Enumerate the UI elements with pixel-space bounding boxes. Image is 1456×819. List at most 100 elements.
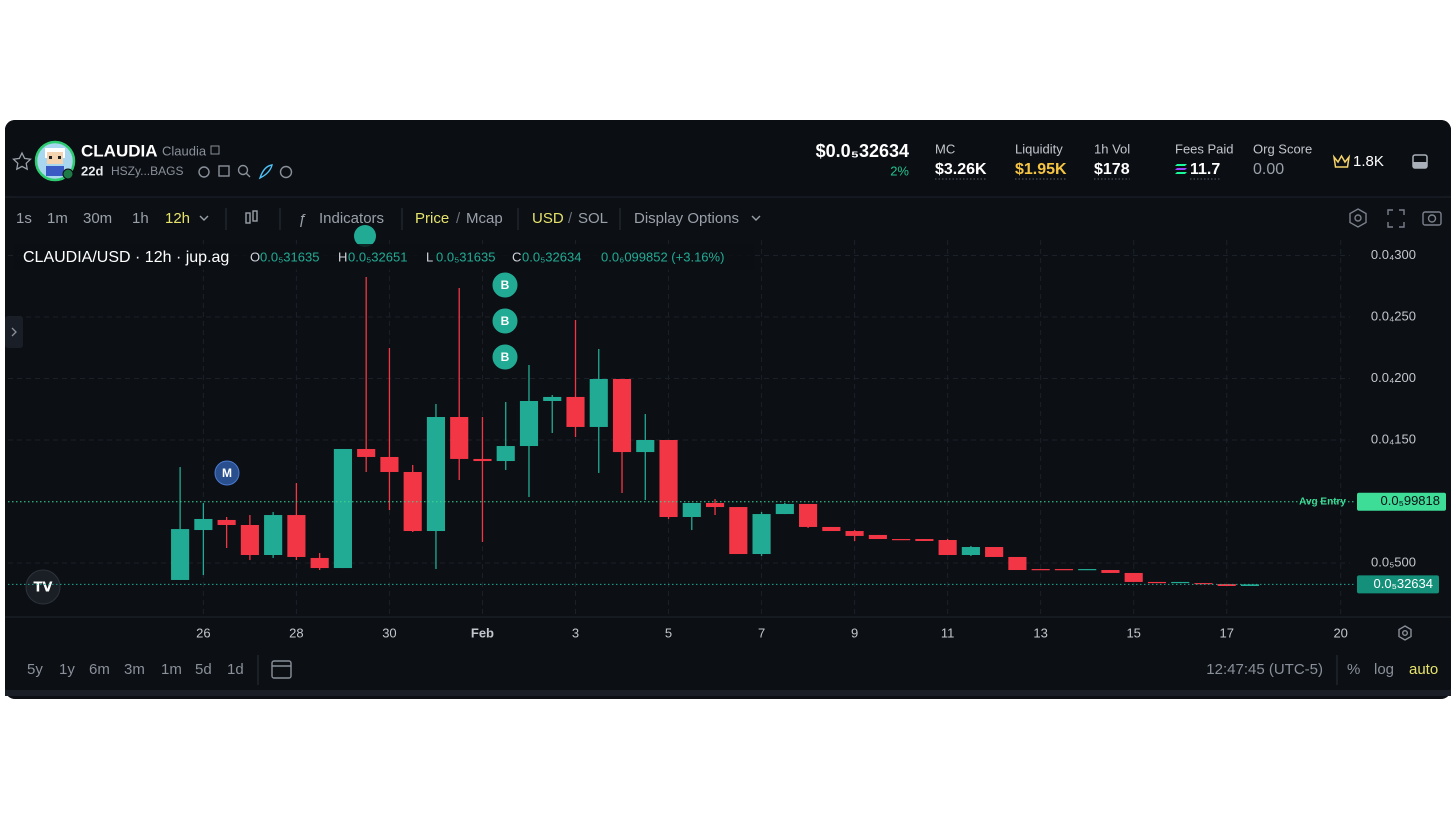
range-button[interactable]: 3m: [124, 661, 145, 678]
last-price-label: 0.0₅32634: [1374, 576, 1433, 591]
candle-body: [426, 416, 446, 532]
percent-toggle[interactable]: %: [1347, 661, 1360, 678]
stat-label: Liquidity: [1015, 141, 1063, 156]
ohlc-key: O: [250, 249, 260, 264]
price-change: 2%: [890, 163, 909, 178]
candle-body: [705, 502, 725, 508]
candle-body: [566, 396, 585, 427]
toolbar-separators: [225, 208, 1338, 685]
candle-body: [473, 458, 492, 462]
candle-body: [636, 440, 655, 453]
usd-toggle[interactable]: USD: [532, 210, 564, 227]
y-tick-label: 0.0₄300: [1371, 247, 1416, 262]
candle-body: [496, 446, 515, 462]
social-icons: [198, 164, 293, 180]
stat-value: $3.26K: [935, 161, 987, 178]
candle-body: [985, 547, 1004, 557]
interval-button[interactable]: 30m: [83, 210, 112, 227]
avatar: [34, 140, 76, 182]
candle-body: [1171, 581, 1190, 584]
display-options[interactable]: Display Options: [634, 210, 739, 227]
favorite-star[interactable]: [12, 151, 32, 171]
ohlc-key: C: [512, 249, 521, 264]
interval-chevron[interactable]: [199, 215, 209, 221]
indicators-button[interactable]: Indicators: [319, 210, 384, 227]
holders: 1.8K: [1353, 153, 1384, 170]
x-tick-label: 20: [1333, 625, 1347, 640]
token-address: HSZy...BAGS: [111, 164, 183, 178]
goto-date-icon[interactable]: [271, 660, 292, 679]
candle-body: [1054, 569, 1073, 571]
candle-type-icon[interactable]: [245, 210, 258, 224]
candle-body: [357, 448, 376, 457]
stat-label: 1h Vol: [1094, 141, 1130, 156]
candle-body: [450, 416, 469, 459]
trade-marker-label: M: [222, 466, 232, 480]
range-button[interactable]: 1d: [227, 661, 244, 678]
log-toggle[interactable]: log: [1374, 661, 1394, 678]
axis-settings-icon[interactable]: [1398, 625, 1412, 641]
candle-body: [775, 503, 794, 515]
candle-body: [264, 515, 283, 556]
ohlc-value: 0.0₅32634: [522, 249, 581, 264]
toggle-separator: /: [568, 210, 573, 227]
avg-entry-label: 0.0₅99818: [1381, 493, 1440, 508]
avg-entry-tag: [1357, 492, 1446, 511]
range-button[interactable]: 5d: [195, 661, 212, 678]
trade-marker: [492, 272, 518, 298]
ohlc-value: 0.0₅31635: [436, 249, 495, 264]
chart-tools[interactable]: [1349, 208, 1442, 228]
auto-toggle[interactable]: auto: [1409, 661, 1438, 678]
x-tick-label: Feb: [471, 625, 494, 640]
candle-body: [1124, 572, 1143, 582]
range-button[interactable]: 6m: [89, 661, 110, 678]
candle-body: [752, 514, 771, 555]
interval-button[interactable]: 1s: [16, 210, 32, 227]
trade-marker-label: B: [501, 314, 510, 328]
interval-button[interactable]: 12h: [165, 210, 190, 227]
header-bar: [5, 120, 1451, 197]
trade-marker-label: B: [501, 350, 510, 364]
candle-body: [310, 557, 329, 569]
candle-body: [938, 540, 957, 556]
side-toggle[interactable]: [5, 316, 23, 348]
token-age: 22d: [81, 163, 103, 178]
candle-body: [1008, 556, 1027, 571]
chart: 0.0₄300 0.0₄250 0.0₄200 0.0₄150 0.0₅500 26 28 3…: [5, 225, 1451, 640]
stat-value: 0.00: [1253, 161, 1284, 178]
mcap-toggle[interactable]: Mcap: [466, 210, 503, 227]
range-button[interactable]: 5y: [27, 661, 43, 678]
candle-body: [892, 539, 911, 541]
copy-icon[interactable]: [210, 145, 220, 155]
candle-body: [961, 547, 980, 556]
range-button[interactable]: 1m: [161, 661, 182, 678]
sol-toggle[interactable]: SOL: [578, 210, 608, 227]
trade-marker: [214, 460, 240, 486]
candle-body: [868, 534, 887, 540]
candle-body: [589, 378, 608, 427]
price-toggle[interactable]: Price: [415, 210, 449, 227]
range-button[interactable]: 1y: [59, 661, 75, 678]
legend-change: 0.0₆099852 (+3.16%): [601, 249, 724, 264]
display-chevron[interactable]: [751, 215, 761, 221]
stat-label: Fees Paid: [1175, 141, 1234, 156]
stat-value: 11.7: [1190, 161, 1220, 178]
interval-button[interactable]: 1m: [47, 210, 68, 227]
candle-body: [682, 502, 701, 517]
token-symbol: Claudia: [162, 143, 207, 158]
interval-button[interactable]: 1h: [132, 210, 149, 227]
x-tick-label: 15: [1126, 625, 1140, 640]
sol-icon: [1175, 164, 1187, 174]
candle-body: [380, 456, 399, 472]
token-name: CLAUDIA: [81, 141, 158, 160]
stat-label: Org Score: [1253, 141, 1312, 156]
candle-body: [1078, 569, 1097, 571]
candle-body: [217, 519, 236, 525]
candle-body: [799, 503, 818, 527]
trade-marker: [492, 344, 518, 370]
x-tick-label: 28: [289, 625, 303, 640]
x-tick-label: 7: [758, 625, 765, 640]
fx-icon: ƒ: [298, 211, 306, 228]
candle-body: [915, 539, 934, 541]
ohlc-key: L: [426, 249, 433, 264]
